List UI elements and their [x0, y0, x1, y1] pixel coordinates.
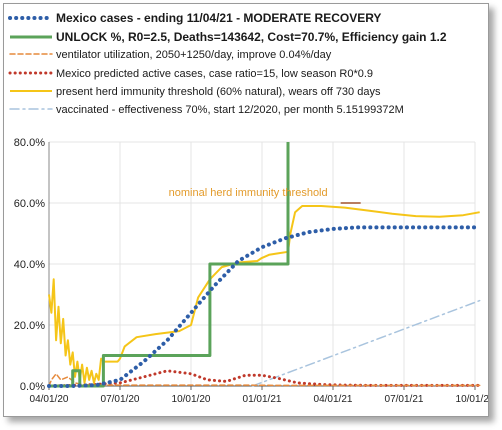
- annotation-herd-immunity: nominal herd immunity threshold: [169, 187, 328, 199]
- series-line-2: [48, 373, 481, 387]
- plot-axes: 0.0% 20.0% 40.0% 60.0% 80.0% 04/01/20 07/01/20…: [14, 137, 488, 405]
- x-tick-label: 04/01/21: [314, 394, 353, 405]
- y-tick-label: 80.0%: [14, 137, 45, 149]
- series-line-5: [251, 299, 481, 387]
- x-tick-label: 10/01/20: [172, 394, 211, 405]
- y-tick-label: 60.0%: [14, 198, 45, 210]
- y-tick-label: 40.0%: [14, 259, 45, 271]
- legend: Mexico cases - ending 11/04/21 - MODERAT…: [8, 11, 447, 116]
- series-line-3: [47, 369, 482, 388]
- series-line-1: [49, 142, 290, 388]
- legend-label: UNLOCK %, R0=2.5, Deaths=143642, Cost=70…: [56, 30, 447, 44]
- x-tick-label: 01/01/21: [243, 394, 282, 405]
- y-tick-label: 0.0%: [20, 381, 45, 393]
- legend-label: vaccinated - effectiveness 70%, start 12…: [56, 104, 404, 116]
- x-tick-label: 10/01/21: [456, 394, 488, 405]
- x-tick-label: 07/01/21: [385, 394, 424, 405]
- legend-label: Mexico cases - ending 11/04/21 - MODERAT…: [56, 11, 381, 25]
- x-tick-label: 07/01/20: [101, 394, 140, 405]
- legend-label: Mexico predicted active cases, case rati…: [56, 68, 373, 80]
- series-line-0: [47, 225, 482, 388]
- chart: Mexico cases - ending 11/04/21 - MODERAT…: [8, 11, 488, 405]
- legend-label: present herd immunity threshold (60% nat…: [56, 86, 381, 98]
- x-tick-label: 04/01/20: [30, 394, 69, 405]
- plot-series: [47, 142, 482, 388]
- series-line-4: [48, 205, 480, 384]
- y-tick-label: 20.0%: [14, 320, 45, 332]
- chart-frame: Mexico cases - ending 11/04/21 - MODERAT…: [3, 3, 489, 417]
- legend-label: ventilator utilization, 2050+1250/day, i…: [56, 49, 332, 61]
